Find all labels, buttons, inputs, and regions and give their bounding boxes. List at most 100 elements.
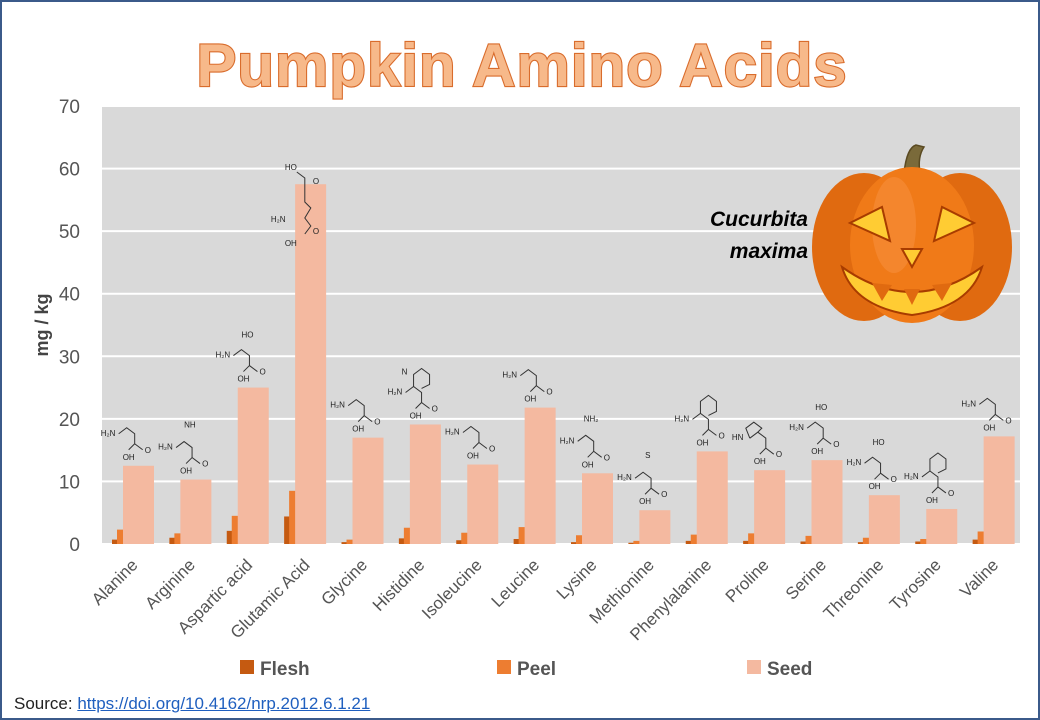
y-tick-label: 70 — [59, 97, 80, 118]
bar-seed — [123, 465, 154, 544]
svg-text:H₂N: H₂N — [158, 443, 173, 452]
svg-text:OH: OH — [639, 497, 651, 506]
x-tick-label: Valine — [956, 555, 1002, 601]
bar-seed — [467, 464, 499, 544]
svg-text:OH: OH — [696, 438, 708, 447]
svg-text:HO: HO — [241, 331, 253, 340]
bar-seed — [582, 473, 613, 544]
svg-text:H₂N: H₂N — [215, 351, 230, 360]
x-tick-label: Threonine — [820, 555, 888, 623]
y-axis-label: mg / kg — [32, 293, 52, 356]
chart-title: Pumpkin Amino Acids — [196, 32, 847, 99]
legend-label: Flesh — [260, 659, 310, 680]
species-name-line1: Cucurbita — [710, 208, 808, 231]
svg-text:OH: OH — [123, 453, 135, 462]
source-link[interactable]: https://doi.org/10.4162/nrp.2012.6.1.21 — [77, 694, 371, 713]
x-tick-label: Proline — [722, 555, 773, 606]
bar-seed — [983, 436, 1015, 544]
molecule-structure: H₂N OH O NH — [158, 421, 208, 476]
svg-text:HO: HO — [873, 438, 885, 447]
svg-text:H₂N: H₂N — [847, 458, 862, 467]
bar-seed — [237, 387, 269, 544]
svg-text:S: S — [645, 451, 650, 460]
svg-text:NH₂: NH₂ — [584, 414, 599, 423]
svg-text:H₂N: H₂N — [560, 436, 575, 445]
legend-swatch-seed — [747, 660, 761, 674]
svg-text:H₂N: H₂N — [271, 215, 286, 224]
molecule-structure: HN OH O — [732, 421, 782, 466]
svg-text:O: O — [1005, 416, 1011, 425]
y-tick-label: 50 — [59, 222, 80, 243]
svg-text:OH: OH — [237, 375, 249, 384]
svg-text:H₂N: H₂N — [617, 473, 632, 482]
bar-seed — [409, 424, 441, 544]
svg-text:H₂N: H₂N — [961, 399, 976, 408]
svg-text:HN: HN — [732, 433, 744, 442]
svg-text:H₂N: H₂N — [330, 401, 345, 410]
svg-text:HO: HO — [815, 403, 827, 412]
molecule-structure: HO O H₂N OH O — [271, 163, 319, 248]
x-tick-label: Serine — [782, 555, 830, 603]
svg-text:OH: OH — [582, 460, 594, 469]
bar-seed — [180, 479, 212, 544]
svg-text:O: O — [145, 446, 151, 455]
molecule-structure: H₂N OH O — [330, 399, 380, 434]
x-tick-label: Arginine — [141, 555, 199, 613]
svg-text:OH: OH — [410, 411, 422, 420]
svg-text:H₂N: H₂N — [101, 429, 116, 438]
svg-text:O: O — [546, 388, 552, 397]
svg-text:O: O — [432, 404, 438, 413]
molecule-structure: H₂N OH O — [674, 394, 725, 447]
bar-seed — [524, 407, 556, 544]
jack-o-lantern-icon — [812, 144, 1012, 323]
svg-text:H₂N: H₂N — [904, 472, 919, 481]
legend-swatch-peel — [497, 660, 511, 674]
molecule-structure: H₂N OH O — [904, 452, 954, 505]
svg-text:H₂N: H₂N — [388, 387, 403, 396]
legend-label: Seed — [767, 659, 812, 680]
source-citation: Source: https://doi.org/10.4162/nrp.2012… — [14, 694, 370, 714]
svg-text:OH: OH — [180, 467, 192, 476]
x-tick-label: Tyrosine — [886, 555, 945, 614]
bars — [112, 184, 1015, 544]
bar-seed — [696, 451, 728, 544]
svg-text:O: O — [833, 440, 839, 449]
svg-text:O: O — [374, 418, 380, 427]
molecule-structure: H₂N OH O — [502, 368, 553, 404]
source-label: Source: — [14, 694, 73, 713]
svg-text:O: O — [489, 445, 495, 454]
y-tick-label: 0 — [69, 535, 80, 556]
svg-text:O: O — [661, 490, 667, 499]
svg-text:H₂N: H₂N — [789, 423, 804, 432]
svg-text:H₂N: H₂N — [445, 428, 460, 437]
y-tick-label: 30 — [59, 347, 80, 368]
svg-text:O: O — [718, 431, 724, 440]
bar-seed — [639, 510, 671, 544]
legend-label: Peel — [517, 659, 556, 680]
y-tick-label: 10 — [59, 472, 80, 493]
svg-text:O: O — [948, 489, 954, 498]
svg-text:OH: OH — [285, 239, 297, 248]
bar-seed — [926, 508, 958, 544]
y-tick-label: 60 — [59, 160, 80, 181]
y-tick-label: 20 — [59, 410, 80, 431]
legend-swatch-flesh — [240, 660, 254, 674]
species-name-line2: maxima — [730, 240, 809, 263]
molecule-structure: H₂N OH O HO — [215, 331, 265, 384]
svg-text:O: O — [202, 460, 208, 469]
y-axis: 0 10 20 30 40 50 60 70 — [59, 97, 80, 556]
bar-seed — [868, 495, 900, 544]
x-tick-label: Histidine — [369, 555, 429, 615]
svg-text:OH: OH — [754, 457, 766, 466]
svg-text:OH: OH — [524, 395, 536, 404]
molecule-structure: H₂N OH O NH₂ — [560, 414, 610, 469]
svg-text:O: O — [259, 368, 265, 377]
svg-text:OH: OH — [352, 425, 364, 434]
svg-text:O: O — [313, 227, 319, 236]
x-tick-label: Isoleucine — [418, 555, 486, 623]
svg-text:O: O — [891, 475, 897, 484]
